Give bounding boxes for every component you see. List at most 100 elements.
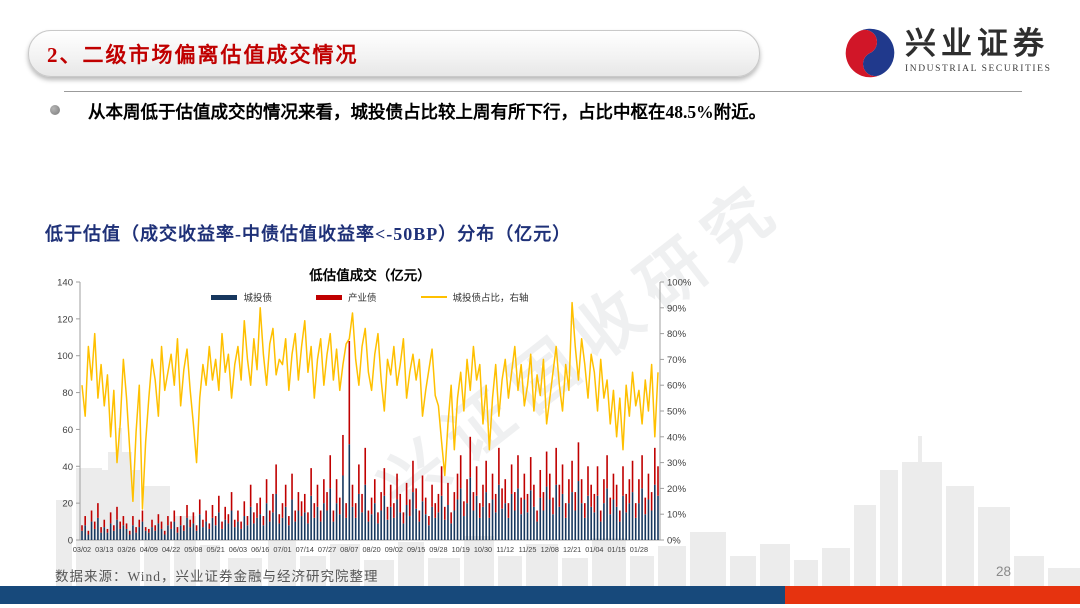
svg-text:60%: 60% bbox=[667, 381, 687, 392]
skyline-building bbox=[330, 544, 360, 586]
svg-text:07/14: 07/14 bbox=[296, 545, 314, 554]
svg-text:08/20: 08/20 bbox=[362, 545, 380, 554]
skyline-building bbox=[364, 560, 394, 586]
legend-swatch-navy bbox=[211, 294, 238, 300]
bottom-bar-navy bbox=[0, 586, 785, 604]
svg-text:04/22: 04/22 bbox=[162, 545, 180, 554]
svg-text:05/21: 05/21 bbox=[207, 545, 225, 554]
svg-text:10%: 10% bbox=[667, 510, 687, 521]
skyline-building bbox=[880, 470, 898, 586]
skyline-building bbox=[562, 558, 588, 586]
svg-text:09/02: 09/02 bbox=[385, 545, 403, 554]
header-pill: 2、二级市场偏离估值成交情况 bbox=[28, 30, 760, 77]
svg-text:100: 100 bbox=[57, 351, 73, 362]
skyline-building bbox=[398, 542, 424, 586]
svg-text:06/03: 06/03 bbox=[229, 545, 247, 554]
svg-text:0: 0 bbox=[68, 536, 73, 547]
chart-area: 低估值成交（亿元） 城投债 产业债 城投债占比，右轴 0 20 40 60 80 100 1… bbox=[50, 262, 730, 562]
skyline-building bbox=[730, 556, 756, 586]
legend-label: 城投债占比，右轴 bbox=[452, 293, 529, 304]
svg-text:60: 60 bbox=[62, 425, 73, 436]
logo-name-en: INDUSTRIAL SECURITIES bbox=[905, 64, 1052, 74]
svg-text:03/26: 03/26 bbox=[117, 545, 135, 554]
svg-text:120: 120 bbox=[57, 314, 73, 325]
skyline-building bbox=[1014, 556, 1044, 586]
svg-text:05/08: 05/08 bbox=[184, 545, 202, 554]
logo-swirl-icon bbox=[843, 26, 897, 85]
skyline-building bbox=[658, 546, 686, 586]
skyline-building bbox=[592, 538, 626, 586]
legend-label: 城投债 bbox=[243, 293, 272, 304]
skyline-building bbox=[760, 544, 790, 586]
svg-text:12/21: 12/21 bbox=[563, 545, 581, 554]
svg-text:09/15: 09/15 bbox=[407, 545, 425, 554]
svg-text:10/19: 10/19 bbox=[452, 545, 470, 554]
bottom-bar-red bbox=[785, 586, 1080, 604]
skyline-building bbox=[854, 505, 876, 586]
skyline-building bbox=[526, 544, 558, 586]
skyline-building bbox=[464, 536, 494, 586]
page-title: 2、二级市场偏离估值成交情况 bbox=[47, 42, 359, 67]
skyline-building bbox=[902, 462, 942, 586]
svg-text:20: 20 bbox=[62, 499, 73, 510]
chart-legend: 城投债 产业债 城投债占比，右轴 bbox=[80, 290, 660, 304]
svg-text:03/13: 03/13 bbox=[95, 545, 113, 554]
header-divider bbox=[64, 91, 1022, 92]
svg-text:50%: 50% bbox=[667, 407, 687, 418]
svg-text:08/07: 08/07 bbox=[340, 545, 358, 554]
page-number: 28 bbox=[996, 564, 1012, 579]
legend-swatch-yellow bbox=[420, 296, 447, 298]
company-logo: 兴业证券 INDUSTRIAL SECURITIES bbox=[843, 26, 1051, 85]
skyline-building bbox=[498, 556, 522, 586]
skyline-building bbox=[428, 558, 460, 586]
svg-text:01/04: 01/04 bbox=[585, 545, 603, 554]
combo-chart: 0 20 40 60 80 100 120 140 0% 10% 20% 30% 40% 50% 60% 70… bbox=[57, 278, 692, 555]
data-source: 数据来源：Wind，兴业证券金融与经济研究院整理 bbox=[55, 569, 379, 584]
skyline-building bbox=[1048, 568, 1080, 586]
bullet-point: 从本周低于估值成交的情况来看，城投债占比较上周有所下行，占比中枢在48.5%附近… bbox=[48, 100, 1038, 124]
svg-text:40: 40 bbox=[62, 462, 73, 473]
svg-text:09/28: 09/28 bbox=[429, 545, 447, 554]
svg-text:20%: 20% bbox=[667, 484, 687, 495]
skyline-building bbox=[946, 486, 974, 586]
svg-text:80%: 80% bbox=[667, 329, 687, 340]
svg-text:12/08: 12/08 bbox=[541, 545, 559, 554]
svg-text:11/12: 11/12 bbox=[496, 545, 514, 554]
chart-title: 低估值成交（亿元） bbox=[309, 268, 431, 283]
skyline-building bbox=[228, 558, 262, 586]
figure-title: 低于估值（成交收益率-中债估值收益率<-50BP）分布（亿元） bbox=[45, 224, 572, 244]
svg-text:03/02: 03/02 bbox=[73, 545, 91, 554]
svg-text:100%: 100% bbox=[667, 278, 692, 289]
svg-text:40%: 40% bbox=[667, 432, 687, 443]
skyline-building bbox=[822, 548, 850, 586]
bullet-text: 从本周低于估值成交的情况来看，城投债占比较上周有所下行，占比中枢在48.5%附近… bbox=[88, 102, 767, 122]
legend-swatch-red bbox=[315, 294, 342, 300]
skyline-building bbox=[918, 436, 922, 464]
logo-name-cn: 兴业证券 bbox=[905, 26, 1049, 61]
legend-item-chanye: 产业债 bbox=[315, 290, 377, 304]
skyline-building bbox=[630, 556, 654, 586]
svg-text:11/25: 11/25 bbox=[519, 545, 537, 554]
svg-text:06/16: 06/16 bbox=[251, 545, 269, 554]
legend-item-ratio: 城投债占比，右轴 bbox=[420, 290, 529, 304]
svg-text:07/01: 07/01 bbox=[273, 545, 291, 554]
skyline-building bbox=[200, 545, 220, 586]
bullet-icon bbox=[50, 105, 60, 115]
svg-text:04/09: 04/09 bbox=[140, 545, 158, 554]
legend-label: 产业债 bbox=[347, 293, 377, 304]
svg-text:0%: 0% bbox=[667, 536, 681, 547]
skyline-building bbox=[108, 452, 132, 470]
svg-text:07/27: 07/27 bbox=[318, 545, 336, 554]
svg-text:01/28: 01/28 bbox=[630, 545, 648, 554]
legend-item-chengtou: 城投债 bbox=[211, 290, 272, 304]
svg-text:30%: 30% bbox=[667, 458, 687, 469]
svg-text:90%: 90% bbox=[667, 303, 687, 314]
svg-text:10/30: 10/30 bbox=[474, 545, 492, 554]
svg-text:140: 140 bbox=[57, 278, 73, 289]
svg-text:70%: 70% bbox=[667, 355, 687, 366]
skyline-building bbox=[118, 428, 122, 454]
skyline-building bbox=[794, 560, 818, 586]
svg-text:80: 80 bbox=[62, 388, 73, 399]
skyline-building bbox=[300, 556, 326, 586]
